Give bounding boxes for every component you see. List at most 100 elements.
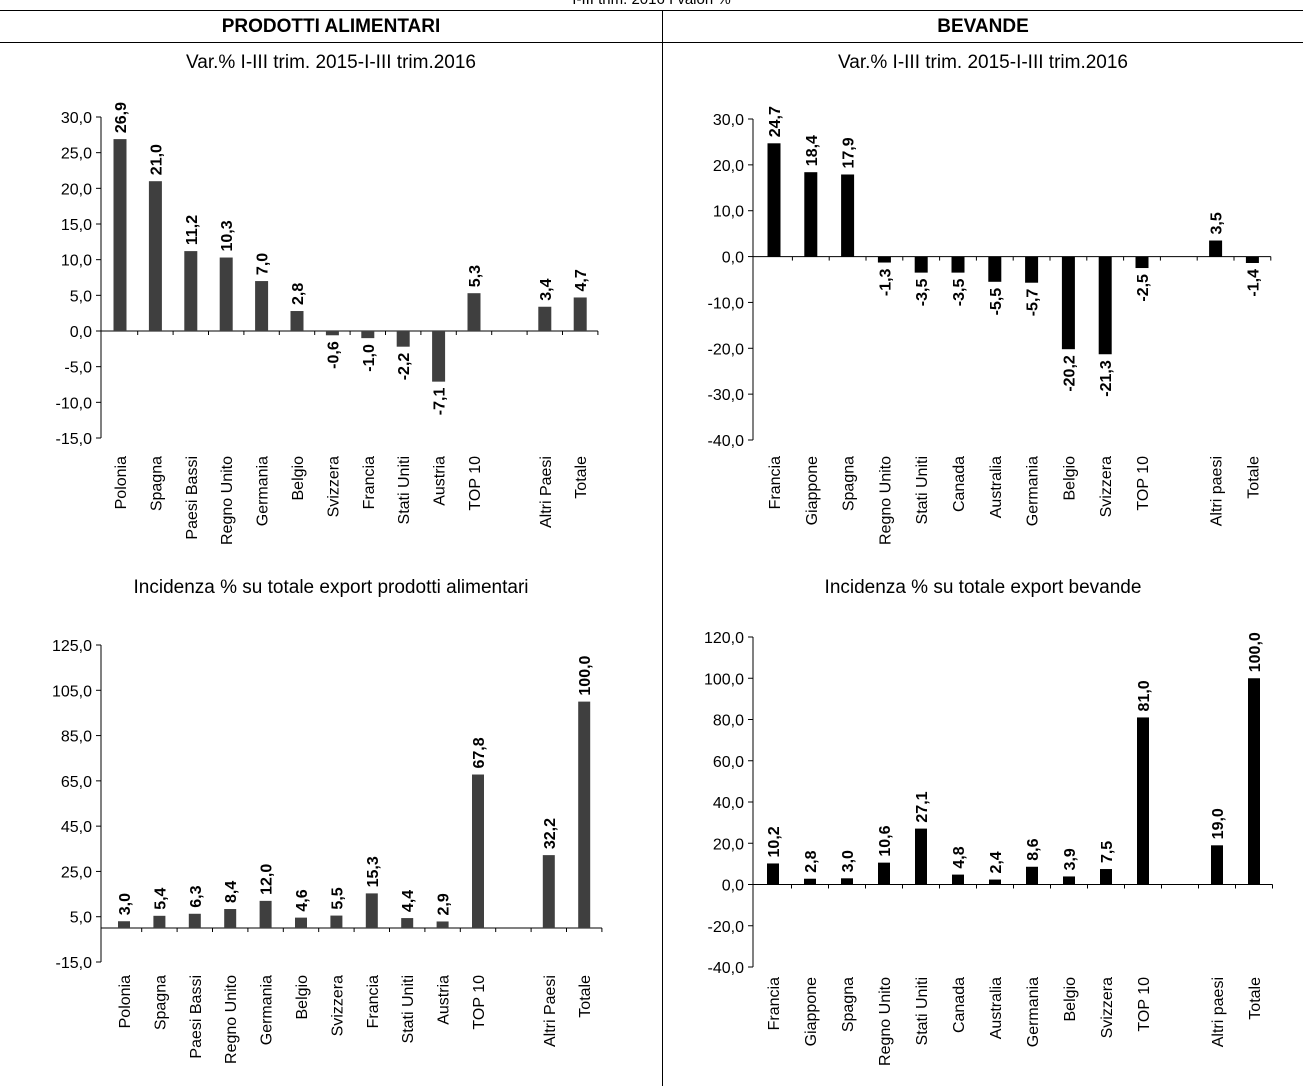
x-tick-label-francia: Francia — [365, 975, 382, 1028]
bar-spagna — [841, 174, 855, 257]
food-share-chart: 125,0 105,0 85,0 65,0 45,0 25,0 5,0 -15,0 3,0 Pol… — [52, 638, 603, 1064]
x-tick-label-svizzera: Svizzera — [1098, 456, 1115, 517]
data-label-stati-uniti: 27,1 — [914, 791, 931, 822]
bar-francia — [361, 331, 375, 339]
data-label-top-10: 67,8 — [471, 737, 488, 768]
data-label-totale: 100,0 — [577, 655, 594, 695]
x-tick-label-totale: Totale — [1245, 456, 1262, 499]
data-label-spagna: 21,0 — [148, 144, 165, 175]
data-label-totale: 100,0 — [1247, 632, 1264, 672]
bar-francia — [767, 863, 779, 885]
data-label-francia: -1,0 — [361, 344, 378, 372]
data-label-top-10: 81,0 — [1136, 680, 1153, 711]
data-label-regno-unito: 10,6 — [877, 825, 894, 856]
chart-title: Incidenza % su totale export bevande — [824, 577, 1142, 598]
data-label-polonia: 3,0 — [117, 893, 134, 915]
data-label-stati-uniti: -3,5 — [914, 279, 931, 307]
bar-germania — [255, 281, 269, 331]
data-label-spagna: 17,9 — [841, 137, 858, 168]
bar-austria — [432, 331, 446, 382]
y-tick-label: -40,0 — [708, 433, 745, 450]
section-title-beverages: BEVANDE — [937, 16, 1029, 37]
x-tick-label-giappone: Giappone — [804, 456, 821, 525]
y-tick-label: 25,0 — [61, 146, 92, 163]
y-tick-label: 20,0 — [713, 158, 744, 175]
data-label-francia: 24,7 — [767, 106, 784, 137]
bar-spagna — [148, 181, 162, 331]
y-tick-label: 30,0 — [61, 110, 92, 127]
x-tick-label-germania: Germania — [259, 975, 276, 1045]
beverages-share-panel: Incidenza % su totale export bevande 120… — [663, 575, 1303, 1086]
x-tick-label-altri-paesi: Altri paesi — [1209, 456, 1226, 526]
bar-regno-unito — [877, 256, 891, 263]
y-tick-label: -10,0 — [56, 395, 93, 412]
x-tick-label-stati-uniti: Stati Uniti — [914, 977, 931, 1045]
bar-stati-uniti — [396, 331, 410, 347]
bar-top-10 — [1137, 717, 1149, 885]
y-tick-label: 40,0 — [713, 795, 744, 812]
bar-altri-paesi — [538, 306, 552, 331]
bar-totale — [1248, 678, 1260, 885]
bar-belgio — [1063, 876, 1075, 885]
x-tick-label-francia: Francia — [361, 456, 378, 509]
x-tick-label-spagna: Spagna — [840, 977, 857, 1032]
x-tick-label-svizzera: Svizzera — [329, 975, 346, 1036]
y-tick-label: 60,0 — [713, 754, 744, 771]
y-tick-label: 105,0 — [52, 683, 92, 700]
center-divider — [662, 10, 663, 1086]
y-tick-label: -15,0 — [56, 431, 93, 448]
y-tick-label: 30,0 — [713, 112, 744, 129]
x-tick-label-top-10: TOP 10 — [1135, 456, 1152, 511]
data-label-top-10: 5,3 — [467, 265, 484, 287]
y-tick-label: 125,0 — [52, 638, 92, 655]
y-tick-label: 65,0 — [61, 774, 92, 791]
x-tick-label-regno-unito: Regno Unito — [877, 456, 894, 545]
y-tick-label: 100,0 — [704, 671, 744, 688]
bar-spagna — [841, 878, 853, 885]
data-label-stati-uniti: -2,2 — [396, 353, 413, 381]
y-tick-label: -20,0 — [708, 919, 745, 936]
bar-svizzera — [325, 331, 339, 336]
data-label-francia: 15,3 — [365, 856, 382, 887]
header-top-rule — [0, 10, 1303, 11]
x-tick-label-francia: Francia — [767, 456, 784, 509]
y-tick-label: -30,0 — [708, 387, 745, 404]
x-tick-label-belgio: Belgio — [290, 456, 307, 501]
data-label-regno-unito: 10,3 — [219, 220, 236, 251]
x-tick-label-regno-unito: Regno Unito — [223, 975, 240, 1064]
y-tick-label: 10,0 — [713, 204, 744, 221]
data-label-altri-paesi: 3,4 — [538, 278, 555, 300]
x-tick-label-francia: Francia — [766, 977, 783, 1030]
food-variation-panel: Var.% I-III trim. 2015-I-III trim.2016 3… — [0, 50, 662, 550]
beverages-variation-chart: 30,0 20,0 10,0 0,0 -10,0 -20,0 -30,0 -40,0 24,7 F… — [708, 106, 1272, 545]
y-tick-label: 80,0 — [713, 713, 744, 730]
x-tick-label-germania: Germania — [1025, 977, 1042, 1047]
data-label-canada: -3,5 — [951, 279, 968, 307]
x-tick-label-totale: Totale — [1247, 977, 1264, 1020]
x-tick-label-totale: Totale — [573, 456, 590, 499]
bar-francia — [767, 143, 781, 257]
x-tick-label-spagna: Spagna — [841, 456, 858, 511]
x-tick-label-belgio: Belgio — [294, 975, 311, 1020]
y-tick-label: 0,0 — [70, 324, 92, 341]
bar-paesi-bassi — [184, 251, 198, 331]
x-tick-label-spagna: Spagna — [152, 975, 169, 1030]
bar-regno-unito — [224, 909, 237, 929]
data-label-australia: -5,5 — [988, 288, 1005, 316]
data-label-regno-unito: 8,4 — [223, 881, 240, 903]
data-label-paesi-bassi: 11,2 — [184, 215, 201, 245]
data-label-altri-paesi: 19,0 — [1210, 808, 1227, 839]
chart-title: Var.% I-III trim. 2015-I-III trim.2016 — [185, 52, 476, 73]
x-tick-label-stati-uniti: Stati Uniti — [396, 456, 413, 524]
data-label-canada: 4,8 — [951, 846, 968, 868]
bar-regno-unito — [878, 862, 890, 885]
section-title-food: PRODOTTI ALIMENTARI — [221, 16, 441, 37]
bar-belgio — [295, 917, 307, 929]
bar-stati-uniti — [401, 918, 414, 929]
data-label-altri-paesi: 3,5 — [1209, 212, 1226, 234]
bar-giappone — [804, 172, 818, 257]
bar-totale — [1245, 256, 1259, 263]
data-label-belgio: -20,2 — [1061, 355, 1078, 392]
x-tick-label-totale: Totale — [577, 975, 594, 1018]
bar-australia — [989, 879, 1001, 885]
